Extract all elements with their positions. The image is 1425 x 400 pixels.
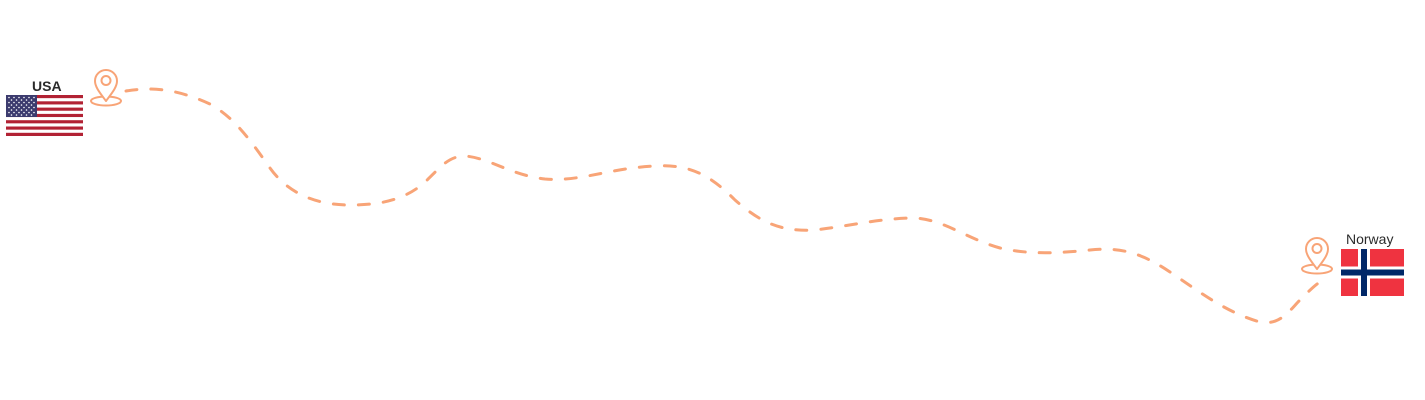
route-dashed-line xyxy=(124,87,1322,325)
usa-flag-icon xyxy=(6,95,83,136)
location-pin-icon xyxy=(1301,237,1333,275)
norway-flag-icon xyxy=(1341,249,1404,296)
origin-country-label: USA xyxy=(32,78,62,94)
destination-country-label: Norway xyxy=(1346,231,1394,247)
location-pin-icon xyxy=(90,69,122,107)
